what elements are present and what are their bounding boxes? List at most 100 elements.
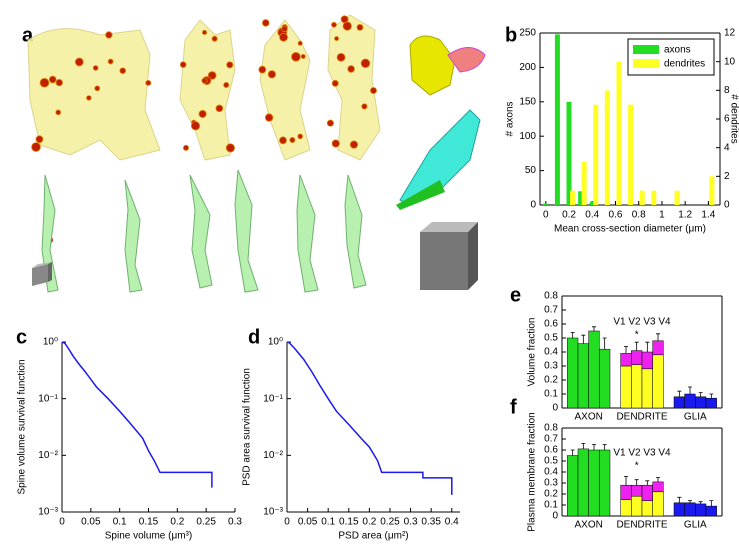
x-tick-label: 0.35 [421, 517, 441, 528]
x-tick-label: 0.05 [298, 517, 318, 528]
axon-rendering [396, 180, 445, 210]
bar-segment [641, 368, 653, 409]
spine-dot [279, 32, 288, 42]
y-tick-label: 200 [519, 62, 536, 73]
x-tick-label: 0.2 [362, 517, 376, 528]
spine-dot [201, 77, 208, 84]
legend-swatch [633, 45, 659, 54]
spine-dot [223, 81, 230, 88]
dendrite-rendering [27, 28, 161, 161]
x-tick-label: 1.2 [678, 210, 692, 221]
y-tick-label: 50 [525, 165, 537, 176]
spine-dot [349, 140, 359, 149]
error-bar [634, 479, 639, 486]
y-tick-label: 0.1 [544, 389, 558, 400]
spine-dot [211, 35, 218, 42]
group-label: AXON [574, 412, 602, 423]
x-tick-label: 0.4 [585, 210, 599, 221]
spine-dot [326, 119, 334, 127]
error-bar [698, 392, 703, 397]
y-tick-label: 0.1 [544, 500, 558, 511]
spine-dot [356, 23, 364, 31]
error-bar [709, 500, 714, 507]
psd-rendering [447, 47, 486, 73]
panel-label: b [505, 24, 517, 46]
error-bar [602, 444, 607, 450]
dendrite-rendering [409, 35, 456, 96]
x-tick-label: 0.3 [228, 517, 242, 528]
spine-dot [370, 87, 377, 94]
group-label: DENDRITE [616, 520, 667, 531]
bar-segment [620, 499, 632, 517]
error-bar [656, 333, 660, 341]
spine-dot [94, 85, 101, 92]
bar [639, 190, 645, 205]
spine-dot [347, 65, 355, 73]
bar-segment [684, 393, 696, 409]
bar [616, 61, 622, 205]
bar-segment [673, 396, 685, 409]
bar-segment [652, 491, 664, 517]
spine-dot [331, 21, 337, 28]
y2-tick-label: 8 [724, 85, 730, 96]
y2-tick-label: 4 [724, 142, 730, 153]
x-tick-label: 0.3 [404, 517, 418, 528]
error-bar [688, 500, 692, 503]
bar-segment [705, 505, 717, 517]
error-bar [602, 337, 607, 350]
bar [578, 191, 584, 205]
x-tick-label: 0.25 [380, 517, 400, 528]
error-bar [592, 326, 596, 331]
bar [581, 162, 587, 205]
spine-dot [182, 144, 189, 151]
y-tick-label: 100 [519, 131, 536, 142]
y-axis-label: PSD area survival function [242, 368, 253, 486]
error-bar [570, 449, 575, 456]
bar-segment [695, 396, 707, 409]
spine-dot [340, 15, 349, 24]
spine-dot [258, 65, 267, 74]
panel-label: d [248, 326, 260, 348]
y-axis-label: Spine volume survival function [17, 359, 28, 494]
y-tick-label: 0.2 [544, 489, 558, 500]
survival-curve [61, 341, 213, 488]
y-tick-label: 10⁰ [268, 337, 283, 348]
y-tick-label: 0.4 [544, 467, 558, 478]
x-axis-label: Spine volume (μm³) [105, 531, 192, 542]
x-tick-label: 0 [59, 517, 65, 528]
spine-dot [331, 139, 340, 148]
spine-dot [225, 143, 235, 153]
error-bar [634, 341, 639, 351]
x-tick-label: 1 [659, 210, 665, 221]
axon-rendering [296, 174, 319, 293]
bar-segment [684, 502, 696, 517]
error-bar [592, 444, 596, 450]
spine-dot [105, 31, 113, 39]
y2-tick-label: 0 [724, 200, 730, 211]
error-bar [698, 501, 703, 504]
spine-dot [107, 58, 114, 65]
panel-a-renderings: a [22, 14, 486, 293]
error-bar [581, 334, 586, 344]
axon-rendering [41, 174, 59, 293]
spine-dot [179, 61, 187, 68]
spine-dot [55, 78, 63, 87]
error-bar [677, 496, 682, 503]
y-tick-label: 0 [552, 511, 558, 522]
spine-dot [297, 40, 303, 46]
bar-segment [577, 448, 589, 517]
spine-dot [360, 58, 371, 69]
spine-dot [119, 67, 127, 74]
scale-cube [420, 222, 478, 290]
bar [674, 190, 680, 205]
panel-label: e [510, 284, 521, 306]
spine-dot [291, 52, 301, 62]
y2-tick-label: 2 [724, 171, 730, 182]
y-tick-label: 10⁻³ [38, 507, 58, 518]
significance-marker: * [635, 330, 639, 341]
legend-swatch [633, 59, 659, 68]
y-tick-label: 10⁻² [263, 450, 283, 461]
y-tick-label: 0.6 [544, 319, 558, 330]
bar-segment [567, 337, 579, 409]
survival-curve [286, 341, 453, 495]
